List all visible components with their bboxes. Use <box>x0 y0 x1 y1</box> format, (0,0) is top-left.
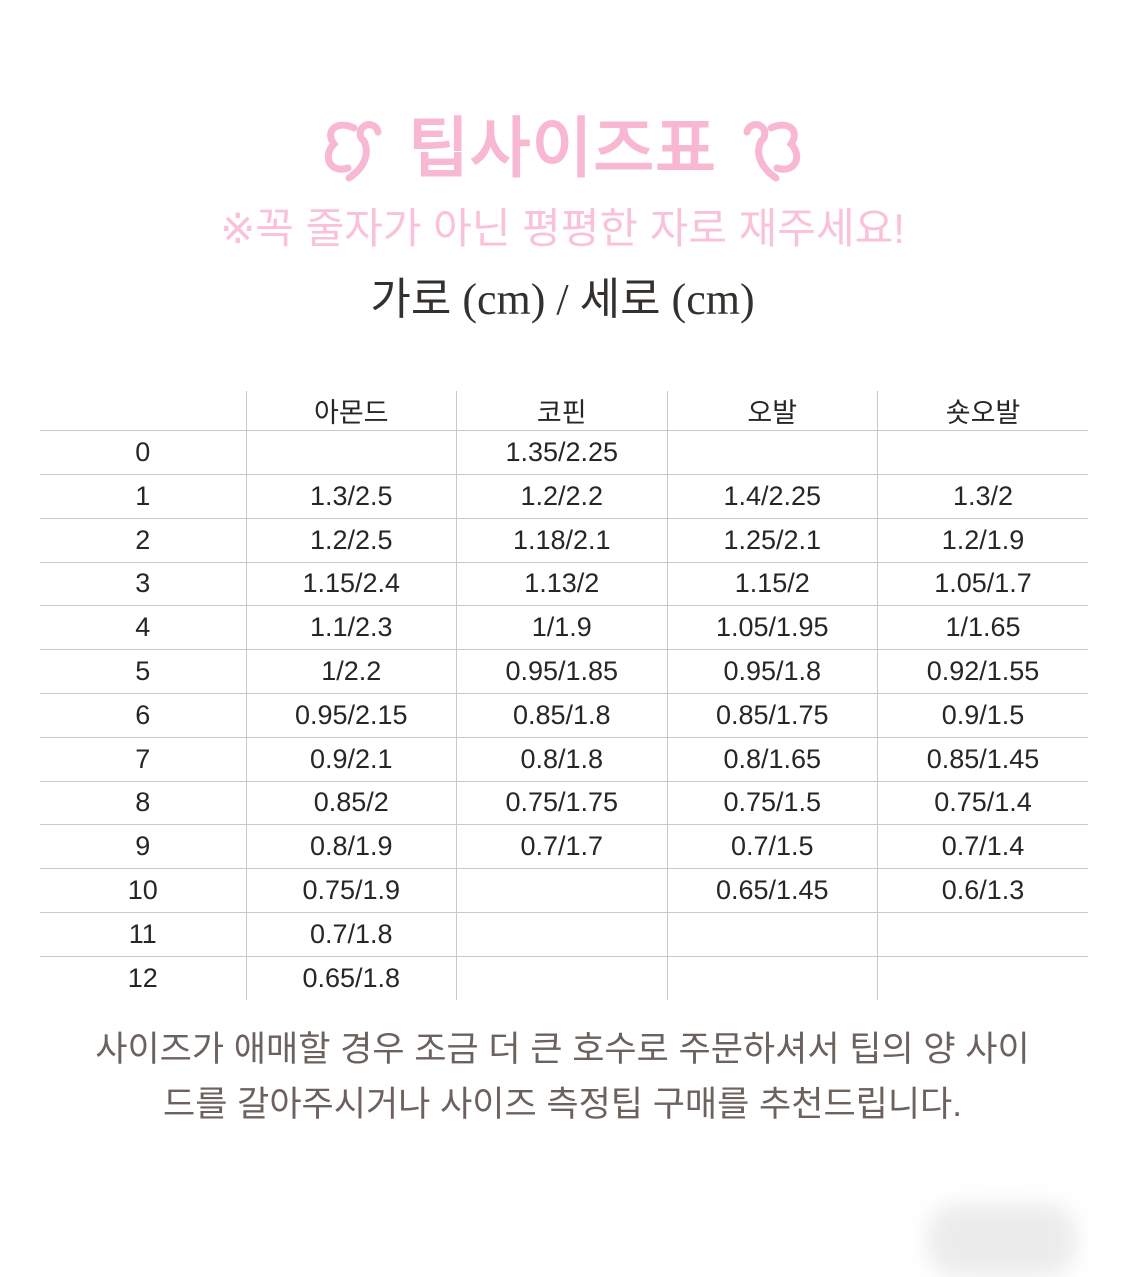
table-row: 6 0.95/2.15 0.85/1.8 0.85/1.75 0.9/1.5 <box>40 693 1088 738</box>
row-label: 3 <box>40 562 247 606</box>
size-cell: 0.7/1.4 <box>941 831 1025 862</box>
size-cell <box>878 431 1089 475</box>
size-cell: 0.7/1.5 <box>667 824 878 869</box>
table-row: 12 0.65/1.8 <box>40 956 1089 1001</box>
table-row: 7 0.9/2.1 0.8/1.8 0.8/1.65 0.85/1.45 <box>40 737 1088 782</box>
table-row: 0 1.35/2.25 <box>40 430 1089 475</box>
title-row: 팁사이즈표 <box>0 106 1125 190</box>
table-row: 9 0.8/1.9 0.7/1.7 0.7/1.5 0.7/1.4 <box>40 824 1088 869</box>
table-row: 11 0.7/1.8 <box>40 912 1089 957</box>
size-cell: 0.75/1.4 <box>934 787 1032 818</box>
size-cell: 0.75/1.5 <box>667 781 878 825</box>
column-header: 숏오발 <box>877 391 1088 432</box>
size-cell: 1.2/1.9 <box>941 524 1025 555</box>
size-cell: 0.95/2.15 <box>246 693 457 738</box>
size-cell: 0.65/1.45 <box>667 868 878 913</box>
size-cell: 0.7/1.7 <box>456 824 668 869</box>
size-cell: 1.35/2.25 <box>456 430 668 475</box>
flourish-right-icon <box>743 106 807 190</box>
table-row: 2 1.2/2.5 1.18/2.1 1.25/2.1 1.2/1.9 <box>40 518 1088 563</box>
row-label: 12 <box>40 956 247 1001</box>
size-cell: 0.7/1.8 <box>246 912 457 957</box>
header: 팁사이즈표 ※꼭 줄자가 아닌 평평한 자로 재주세요! 가로 (cm) / 세… <box>0 0 1125 327</box>
size-cell: 0.85/2 <box>246 781 457 825</box>
column-header: 코핀 <box>456 391 668 432</box>
size-cell: 0.6/1.3 <box>941 875 1025 906</box>
flourish-left-icon <box>318 106 382 190</box>
size-cell: 1.15/2 <box>667 562 878 606</box>
table-row: 5 1/2.2 0.95/1.85 0.95/1.8 0.92/1.55 <box>40 649 1088 694</box>
measure-unit-label: 가로 (cm) / 세로 (cm) <box>370 275 755 325</box>
table-row: 8 0.85/2 0.75/1.75 0.75/1.5 0.75/1.4 <box>40 781 1088 825</box>
size-cell: 0.92/1.55 <box>926 656 1040 687</box>
size-cell: 1.2/2.5 <box>246 518 457 563</box>
footer-note-line1: 사이즈가 애매할 경우 조금 더 큰 호수로 주문하셔서 팁의 양 사이 <box>95 1030 1030 1070</box>
size-cell: 0.9/2.1 <box>246 737 457 782</box>
row-label: 9 <box>40 824 247 869</box>
size-cell: 1.2/2.2 <box>456 474 668 519</box>
column-header: 오발 <box>667 391 878 432</box>
size-cell: 0.9/1.5 <box>941 699 1025 730</box>
size-cell: 0.8/1.65 <box>667 737 878 782</box>
size-cell: 0.85/1.8 <box>456 693 668 738</box>
size-cell: 0.75/1.9 <box>246 868 457 913</box>
subtitle-warning: ※꼭 줄자가 아닌 평평한 자로 재주세요! <box>220 205 905 252</box>
size-cell: 1.05/1.95 <box>667 605 878 650</box>
size-cell <box>246 430 457 475</box>
size-cell: 0.95/1.8 <box>667 649 878 694</box>
size-cell <box>667 430 878 475</box>
size-cell: 0.85/1.45 <box>926 743 1040 774</box>
table-row: 3 1.15/2.4 1.13/2 1.15/2 1.05/1.7 <box>40 562 1088 606</box>
size-cell: 1.3/2 <box>952 480 1014 511</box>
table-row: 1 1.3/2.5 1.2/2.2 1.4/2.25 1.3/2 <box>40 474 1088 519</box>
row-label: 0 <box>40 430 247 475</box>
size-cell <box>667 912 878 957</box>
size-cell <box>456 956 668 1001</box>
size-cell: 1.05/1.7 <box>934 568 1032 599</box>
size-cell: 0.8/1.9 <box>246 824 457 869</box>
size-cell: 1.4/2.25 <box>667 474 878 519</box>
table-row: 10 0.75/1.9 0.65/1.45 0.6/1.3 <box>40 868 1088 913</box>
size-cell <box>667 956 878 1001</box>
size-cell: 0.65/1.8 <box>246 956 457 1001</box>
row-label: 2 <box>40 518 247 563</box>
size-cell: 1/1.9 <box>456 605 668 650</box>
corner-header-cell <box>40 391 247 432</box>
row-label: 11 <box>40 912 247 957</box>
size-cell: 1.25/2.1 <box>667 518 878 563</box>
footer-note: 사이즈가 애매할 경우 조금 더 큰 호수로 주문하셔서 팁의 양 사이 드를 … <box>0 1022 1125 1132</box>
size-cell: 1.18/2.1 <box>456 518 668 563</box>
row-label: 7 <box>40 737 247 782</box>
row-label: 8 <box>40 781 247 825</box>
size-cell: 1.15/2.4 <box>246 562 457 606</box>
size-cell <box>878 956 1089 1000</box>
size-table-body: 0 1.35/2.25 1 1.3/2.5 1.2/2.2 1.4/2.25 1.3/2 2 1… <box>40 430 1089 1001</box>
row-label: 6 <box>40 693 247 738</box>
tip-size-table: 아몬드 코핀 오발 숏오발 0 1.35/2.25 1 1.3/2.5 1.2/2.2 1.4/… <box>40 391 1089 1001</box>
size-cell <box>456 868 668 913</box>
size-cell: 0.8/1.8 <box>456 737 668 782</box>
footer-note-line2: 드를 갈아주시거나 사이즈 측정팁 구매를 추천드립니다. <box>163 1085 962 1125</box>
row-label: 4 <box>40 605 247 650</box>
size-cell: 0.85/1.75 <box>667 693 878 738</box>
size-cell: 1.1/2.3 <box>246 605 457 650</box>
corner-watermark-blob <box>927 1203 1077 1277</box>
column-header: 아몬드 <box>246 391 457 432</box>
size-cell: 0.95/1.85 <box>456 649 668 694</box>
size-table-header-row: 아몬드 코핀 오발 숏오발 <box>40 391 1088 432</box>
size-cell <box>878 912 1089 956</box>
row-label: 5 <box>40 649 247 694</box>
size-cell: 1/2.2 <box>246 649 457 694</box>
size-cell: 1.3/2.5 <box>246 474 457 519</box>
size-cell <box>456 912 668 957</box>
page-title: 팁사이즈표 <box>408 111 717 185</box>
row-label: 1 <box>40 474 247 519</box>
size-cell: 1.13/2 <box>456 562 668 606</box>
size-cell: 1/1.65 <box>945 612 1021 643</box>
row-label: 10 <box>40 868 247 913</box>
table-row: 4 1.1/2.3 1/1.9 1.05/1.95 1/1.65 <box>40 605 1088 650</box>
size-cell: 0.75/1.75 <box>456 781 668 825</box>
